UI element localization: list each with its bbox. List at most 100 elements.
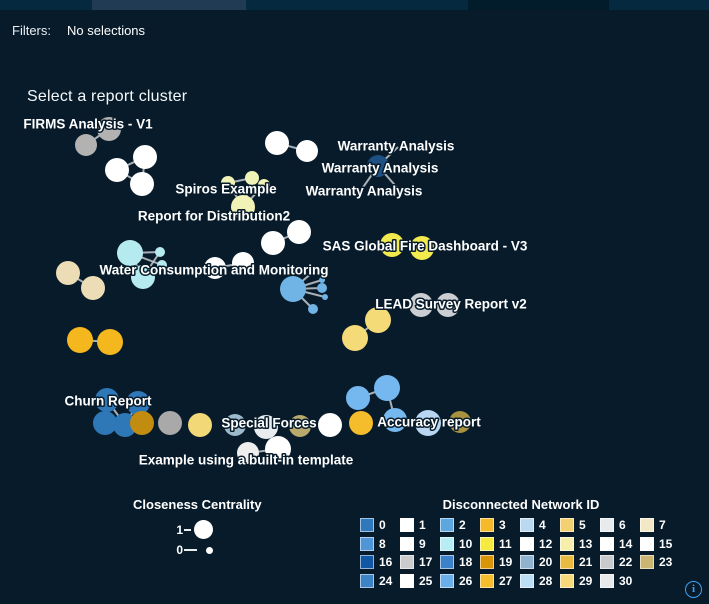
network-node[interactable]	[449, 411, 471, 433]
network-node[interactable]	[317, 283, 327, 293]
legend-item-13[interactable]: 13	[560, 535, 600, 554]
legend-item-25[interactable]: 25	[400, 572, 440, 591]
legend-swatch	[440, 536, 454, 551]
network-node[interactable]	[365, 307, 391, 333]
legend-item-0[interactable]: 0	[360, 516, 400, 535]
legend-item-12[interactable]: 12	[520, 535, 560, 554]
legend-item-2[interactable]: 2	[440, 516, 480, 535]
legend-item-3[interactable]: 3	[480, 516, 520, 535]
tab-5[interactable]	[609, 0, 709, 10]
legend-item-5[interactable]: 5	[560, 516, 600, 535]
network-node[interactable]	[289, 415, 311, 437]
network-node[interactable]	[75, 134, 97, 156]
network-node[interactable]	[157, 260, 167, 270]
legend-item-27[interactable]: 27	[480, 572, 520, 591]
legend-item-9[interactable]: 9	[400, 535, 440, 554]
network-node[interactable]	[254, 415, 278, 439]
network-node[interactable]	[232, 252, 254, 274]
network-node[interactable]	[126, 391, 150, 415]
network-node[interactable]	[117, 240, 143, 266]
legend-id-label: 20	[539, 555, 553, 570]
network-node[interactable]	[383, 408, 407, 432]
network-node[interactable]	[296, 140, 318, 162]
info-icon[interactable]: i	[685, 581, 702, 598]
legend-item-26[interactable]: 26	[440, 572, 480, 591]
legend-item-19[interactable]: 19	[480, 553, 520, 572]
tab-1[interactable]	[0, 0, 92, 10]
network-node[interactable]	[409, 293, 433, 317]
legend-id-label: 25	[419, 573, 433, 588]
filters-bar[interactable]: Filters: No selections	[12, 23, 145, 38]
network-node[interactable]	[130, 411, 154, 435]
legend-item-29[interactable]: 29	[560, 572, 600, 591]
legend-color-title: Disconnected Network ID	[442, 497, 600, 512]
network-node[interactable]	[155, 247, 165, 257]
network-node[interactable]	[310, 269, 316, 275]
cluster-label: Warranty Analysis	[306, 184, 423, 199]
network-node[interactable]	[319, 277, 325, 283]
legend-item-1[interactable]: 1	[400, 516, 440, 535]
network-node[interactable]	[56, 261, 80, 285]
legend-item-17[interactable]: 17	[400, 553, 440, 572]
network-node[interactable]	[131, 265, 155, 289]
legend-item-16[interactable]: 16	[360, 553, 400, 572]
network-node[interactable]	[105, 158, 129, 182]
network-node[interactable]	[258, 179, 270, 191]
legend-item-22[interactable]: 22	[600, 553, 640, 572]
network-node[interactable]	[158, 411, 182, 435]
network-node[interactable]	[346, 386, 370, 410]
legend-swatch	[560, 573, 574, 588]
legend-item-6[interactable]: 6	[600, 516, 640, 535]
network-node[interactable]	[265, 436, 291, 462]
legend-item-7[interactable]: 7	[640, 516, 680, 535]
network-node[interactable]	[221, 176, 235, 190]
network-node[interactable]	[436, 293, 460, 317]
network-node[interactable]	[133, 145, 157, 169]
network-node[interactable]	[308, 304, 318, 314]
tab-3[interactable]	[246, 0, 468, 10]
network-node[interactable]	[97, 329, 123, 355]
network-node[interactable]	[415, 410, 441, 436]
legend-item-30[interactable]: 30	[600, 572, 640, 591]
legend-item-20[interactable]: 20	[520, 553, 560, 572]
legend-item-21[interactable]: 21	[560, 553, 600, 572]
network-node[interactable]	[245, 171, 259, 185]
network-node[interactable]	[280, 276, 306, 302]
network-node[interactable]	[67, 327, 93, 353]
network-node[interactable]	[231, 195, 255, 219]
legend-item-24[interactable]: 24	[360, 572, 400, 591]
network-node[interactable]	[97, 117, 121, 141]
legend-item-4[interactable]: 4	[520, 516, 560, 535]
network-node[interactable]	[380, 233, 404, 257]
tab-4[interactable]	[468, 0, 609, 10]
legend-item-15[interactable]: 15	[640, 535, 680, 554]
network-node[interactable]	[410, 236, 434, 260]
network-node[interactable]	[93, 411, 117, 435]
network-node[interactable]	[188, 413, 212, 437]
legend-item-10[interactable]: 10	[440, 535, 480, 554]
network-node[interactable]	[374, 375, 400, 401]
top-tab-bar	[0, 0, 709, 10]
network-node[interactable]	[322, 294, 328, 300]
network-node[interactable]	[237, 442, 259, 464]
legend-item-8[interactable]: 8	[360, 535, 400, 554]
network-node[interactable]	[349, 411, 373, 435]
network-node[interactable]	[224, 414, 246, 436]
legend-item-18[interactable]: 18	[440, 553, 480, 572]
legend-item-11[interactable]: 11	[480, 535, 520, 554]
network-node[interactable]	[367, 155, 389, 177]
network-node[interactable]	[95, 388, 119, 412]
legend-item-14[interactable]: 14	[600, 535, 640, 554]
legend-color-grid: 0 1 2 3 4 5 6 7 8 9 10 11 12 13 14 15 16 17 18 19 20 21 22 23 24…	[360, 516, 682, 590]
network-node[interactable]	[81, 276, 105, 300]
network-node[interactable]	[261, 231, 285, 255]
tab-2[interactable]	[92, 0, 246, 10]
network-node[interactable]	[318, 413, 342, 437]
legend-item-28[interactable]: 28	[520, 572, 560, 591]
network-node[interactable]	[130, 172, 154, 196]
network-node[interactable]	[204, 257, 226, 279]
legend-item-23[interactable]: 23	[640, 553, 680, 572]
network-node[interactable]	[287, 220, 311, 244]
network-node[interactable]	[342, 325, 368, 351]
network-node[interactable]	[265, 131, 289, 155]
